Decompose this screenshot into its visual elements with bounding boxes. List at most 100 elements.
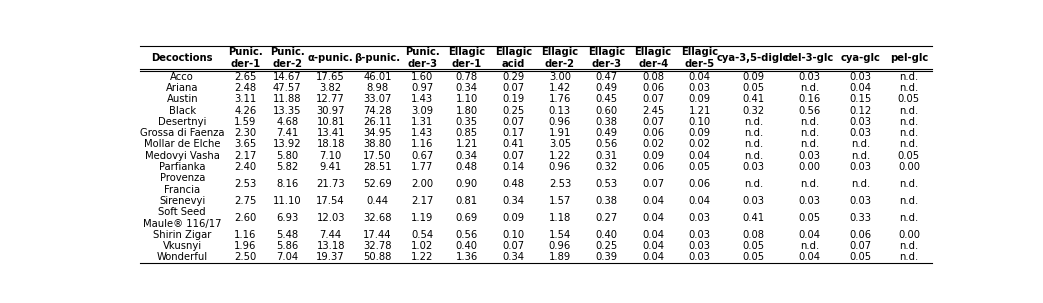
- Text: 7.44: 7.44: [319, 230, 342, 240]
- Text: Ellagic
der-3: Ellagic der-3: [588, 47, 625, 69]
- Text: β-punic.: β-punic.: [355, 53, 401, 63]
- Text: 0.39: 0.39: [596, 252, 617, 262]
- Text: 1.16: 1.16: [411, 139, 434, 149]
- Text: 2.53: 2.53: [235, 179, 257, 189]
- Text: 0.32: 0.32: [743, 105, 765, 115]
- Text: n.d.: n.d.: [744, 117, 762, 127]
- Text: 1.54: 1.54: [549, 230, 571, 240]
- Text: cya-glc: cya-glc: [841, 53, 880, 63]
- Text: 2.65: 2.65: [235, 72, 257, 82]
- Text: 0.41: 0.41: [743, 213, 765, 223]
- Text: 33.07: 33.07: [363, 94, 391, 104]
- Text: 0.44: 0.44: [366, 196, 388, 206]
- Text: 0.09: 0.09: [502, 213, 525, 223]
- Text: 0.02: 0.02: [642, 139, 664, 149]
- Text: 1.76: 1.76: [549, 94, 572, 104]
- Text: 0.32: 0.32: [596, 162, 617, 172]
- Text: 28.51: 28.51: [363, 162, 391, 172]
- Text: n.d.: n.d.: [744, 151, 762, 161]
- Text: 3.00: 3.00: [549, 72, 571, 82]
- Text: 1.77: 1.77: [411, 162, 434, 172]
- Text: n.d.: n.d.: [899, 196, 919, 206]
- Text: 0.81: 0.81: [456, 196, 478, 206]
- Text: Mollar de Elche: Mollar de Elche: [144, 139, 220, 149]
- Text: 9.41: 9.41: [319, 162, 342, 172]
- Text: 0.03: 0.03: [688, 252, 711, 262]
- Text: n.d.: n.d.: [800, 139, 819, 149]
- Text: 1.60: 1.60: [411, 72, 434, 82]
- Text: 0.04: 0.04: [642, 252, 664, 262]
- Text: n.d.: n.d.: [899, 128, 919, 138]
- Text: 14.67: 14.67: [273, 72, 301, 82]
- Text: Grossa di Faenza: Grossa di Faenza: [140, 128, 224, 138]
- Text: 1.89: 1.89: [549, 252, 571, 262]
- Text: 0.06: 0.06: [642, 83, 664, 93]
- Text: Soft Seed
Maule® 116/17: Soft Seed Maule® 116/17: [143, 207, 221, 229]
- Text: n.d.: n.d.: [744, 128, 762, 138]
- Text: Ellagic
der-2: Ellagic der-2: [541, 47, 579, 69]
- Text: 13.41: 13.41: [316, 128, 345, 138]
- Text: 0.05: 0.05: [743, 252, 765, 262]
- Text: n.d.: n.d.: [744, 139, 762, 149]
- Text: 26.11: 26.11: [363, 117, 392, 127]
- Text: 34.95: 34.95: [363, 128, 391, 138]
- Text: n.d.: n.d.: [899, 117, 919, 127]
- Text: 2.00: 2.00: [411, 179, 434, 189]
- Text: 0.40: 0.40: [456, 241, 478, 251]
- Text: 0.56: 0.56: [456, 230, 478, 240]
- Text: pel-glc: pel-glc: [890, 53, 928, 63]
- Text: 0.40: 0.40: [596, 230, 617, 240]
- Text: 0.09: 0.09: [688, 94, 711, 104]
- Text: 0.03: 0.03: [850, 117, 872, 127]
- Text: 0.38: 0.38: [596, 196, 617, 206]
- Text: 11.10: 11.10: [273, 196, 301, 206]
- Text: 1.18: 1.18: [549, 213, 571, 223]
- Text: 46.01: 46.01: [363, 72, 391, 82]
- Text: 17.50: 17.50: [363, 151, 391, 161]
- Text: 2.17: 2.17: [411, 196, 434, 206]
- Text: 0.78: 0.78: [456, 72, 478, 82]
- Text: 0.03: 0.03: [850, 196, 872, 206]
- Text: 8.16: 8.16: [276, 179, 298, 189]
- Text: 2.60: 2.60: [235, 213, 257, 223]
- Text: 0.08: 0.08: [642, 72, 664, 82]
- Text: 1.22: 1.22: [549, 151, 572, 161]
- Text: 0.05: 0.05: [898, 151, 920, 161]
- Text: Austin: Austin: [167, 94, 198, 104]
- Text: Shirin Zigar: Shirin Zigar: [153, 230, 212, 240]
- Text: Black: Black: [169, 105, 196, 115]
- Text: 0.00: 0.00: [898, 162, 920, 172]
- Text: 1.16: 1.16: [235, 230, 257, 240]
- Text: n.d.: n.d.: [851, 139, 870, 149]
- Text: n.d.: n.d.: [899, 213, 919, 223]
- Text: Sirenevyi: Sirenevyi: [160, 196, 205, 206]
- Text: 50.88: 50.88: [363, 252, 391, 262]
- Text: 0.54: 0.54: [411, 230, 434, 240]
- Text: 1.36: 1.36: [456, 252, 478, 262]
- Text: 0.05: 0.05: [850, 252, 872, 262]
- Text: 0.04: 0.04: [688, 151, 711, 161]
- Text: 0.03: 0.03: [799, 72, 821, 82]
- Text: 0.56: 0.56: [596, 139, 617, 149]
- Text: 8.98: 8.98: [366, 83, 388, 93]
- Text: 0.12: 0.12: [850, 105, 872, 115]
- Text: 2.17: 2.17: [235, 151, 257, 161]
- Text: 0.96: 0.96: [549, 117, 571, 127]
- Text: 1.21: 1.21: [456, 139, 478, 149]
- Text: Desertnyi: Desertnyi: [159, 117, 207, 127]
- Text: 2.75: 2.75: [235, 196, 257, 206]
- Text: 0.05: 0.05: [799, 213, 821, 223]
- Text: Provenza
Francia: Provenza Francia: [160, 173, 205, 195]
- Text: 5.86: 5.86: [276, 241, 298, 251]
- Text: α-punic.: α-punic.: [308, 53, 354, 63]
- Text: 0.03: 0.03: [850, 72, 872, 82]
- Text: 10.81: 10.81: [316, 117, 345, 127]
- Text: 0.16: 0.16: [799, 94, 821, 104]
- Text: n.d.: n.d.: [899, 105, 919, 115]
- Text: 0.49: 0.49: [596, 128, 617, 138]
- Text: 0.41: 0.41: [743, 94, 765, 104]
- Text: 0.67: 0.67: [411, 151, 434, 161]
- Text: 0.07: 0.07: [502, 117, 525, 127]
- Text: 3.65: 3.65: [235, 139, 257, 149]
- Text: 32.68: 32.68: [363, 213, 391, 223]
